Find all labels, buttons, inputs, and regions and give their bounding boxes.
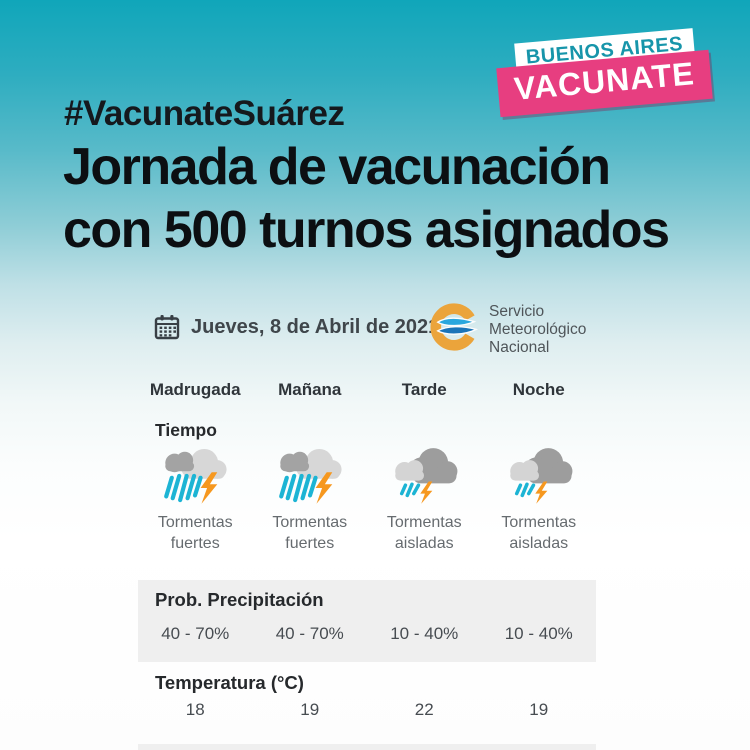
forecast-date: Jueves, 8 de Abril de 2021 [191,315,440,338]
campaign-hashtag: #VacunateSuárez [64,94,345,133]
precip-tarde: 10 - 40% [390,624,459,643]
smn-logo-icon [430,303,479,351]
buenos-aires-vacunate-badge: BUENOS AIRES VACUNATE [494,27,713,118]
period-headers: Madrugada Mañana Tarde Noche [138,380,596,400]
header-manana: Mañana [278,380,342,399]
weather-cell-tarde: Tormentas aisladas [367,444,482,554]
weather-cell-madrugada: Tormentas fuertes [138,444,253,554]
storm-isolated-icon [509,448,573,504]
smn-logo-text: Servicio Meteorológico Nacional [489,298,586,357]
precipitation-label: Prob. Precipitación [155,589,324,610]
condition-tarde: Tormentas aisladas [386,514,462,552]
condition-manana: Tormentas fuertes [272,514,348,552]
smn-logo-block: Servicio Meteorológico Nacional [430,298,586,357]
precipitation-row: Prob. Precipitación 40 - 70% 40 - 70% 10… [138,580,596,662]
page-title: Jornada de vacunación con 500 turnos asi… [63,136,670,262]
precip-manana: 40 - 70% [275,624,344,643]
condition-noche: Tormentas aisladas [501,514,577,552]
forecast-date-row: Jueves, 8 de Abril de 2021 [154,314,439,340]
next-row-stripe [138,744,596,750]
weather-forecast-widget: Jueves, 8 de Abril de 2021 Servicio Mete… [138,300,596,750]
temp-noche: 19 [529,700,549,719]
header-madrugada: Madrugada [149,380,241,399]
precipitation-values: 40 - 70% 40 - 70% 10 - 40% 10 - 40% [138,624,596,644]
smn-text-line-1: Servicio [489,303,545,320]
title-line-2: con 500 turnos asignados [63,201,670,259]
temp-tarde: 22 [414,700,434,719]
smn-text-line-3: Nacional [489,339,550,356]
precip-noche: 10 - 40% [504,624,573,643]
weather-cell-manana: Tormentas fuertes [253,444,368,554]
header-noche: Noche [512,380,565,399]
calendar-icon [154,315,180,340]
precip-madrugada: 40 - 70% [161,624,230,643]
storm-heavy-icon [164,449,227,504]
tiempo-row-label: Tiempo [155,420,217,440]
storm-heavy-icon [278,449,342,504]
storm-isolated-icon [395,448,458,504]
weather-icons-row: Tormentas fuertes [138,444,596,554]
smn-text-line-2: Meteorológico [489,321,587,338]
temperature-label: Temperatura (°C) [155,672,304,693]
temp-madrugada: 18 [185,700,205,719]
title-line-1: Jornada de vacunación [63,138,611,196]
temp-manana: 19 [300,700,320,719]
condition-madrugada: Tormentas fuertes [157,514,233,552]
header-tarde: Tarde [401,380,447,399]
weather-cell-noche: Tormentas aisladas [482,444,597,554]
temperature-values: 18 19 22 19 [138,700,596,720]
